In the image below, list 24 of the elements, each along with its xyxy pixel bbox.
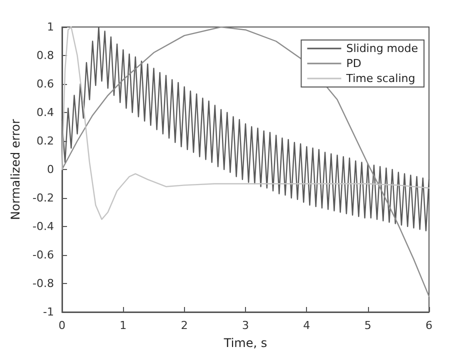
y-tick-label: -0.8 bbox=[32, 277, 54, 290]
y-axis-title: Normalized error bbox=[8, 118, 23, 220]
x-tick-label: 2 bbox=[180, 319, 188, 332]
y-tick-label: 0.4 bbox=[36, 106, 54, 119]
legend-label: PD bbox=[346, 57, 362, 70]
x-tick-label: 3 bbox=[242, 319, 249, 332]
x-tick-label: 4 bbox=[303, 319, 310, 332]
legend-label: Time scaling bbox=[345, 72, 416, 85]
x-tick-label: 1 bbox=[120, 319, 127, 332]
x-tick-label: 6 bbox=[426, 319, 432, 332]
y-tick-label: 1 bbox=[47, 20, 54, 34]
x-tick-label: 0 bbox=[58, 319, 66, 332]
y-tick-label: 0.8 bbox=[36, 49, 54, 62]
y-tick-label: -0.2 bbox=[32, 192, 54, 204]
line-series bbox=[61, 26, 430, 297]
y-tick-label: 0 bbox=[47, 163, 54, 176]
legend-label: Sliding mode bbox=[346, 42, 418, 55]
x-tick-label: 5 bbox=[364, 319, 372, 332]
y-tick-label: -0.4 bbox=[32, 220, 54, 233]
y-tick-label: -0.6 bbox=[32, 248, 54, 262]
y-tick-label: -1 bbox=[43, 306, 54, 318]
y-tick-label: 0.6 bbox=[36, 78, 54, 90]
x-axis-title: Time, s bbox=[222, 336, 268, 350]
y-tick-label: 0.2 bbox=[36, 134, 54, 148]
